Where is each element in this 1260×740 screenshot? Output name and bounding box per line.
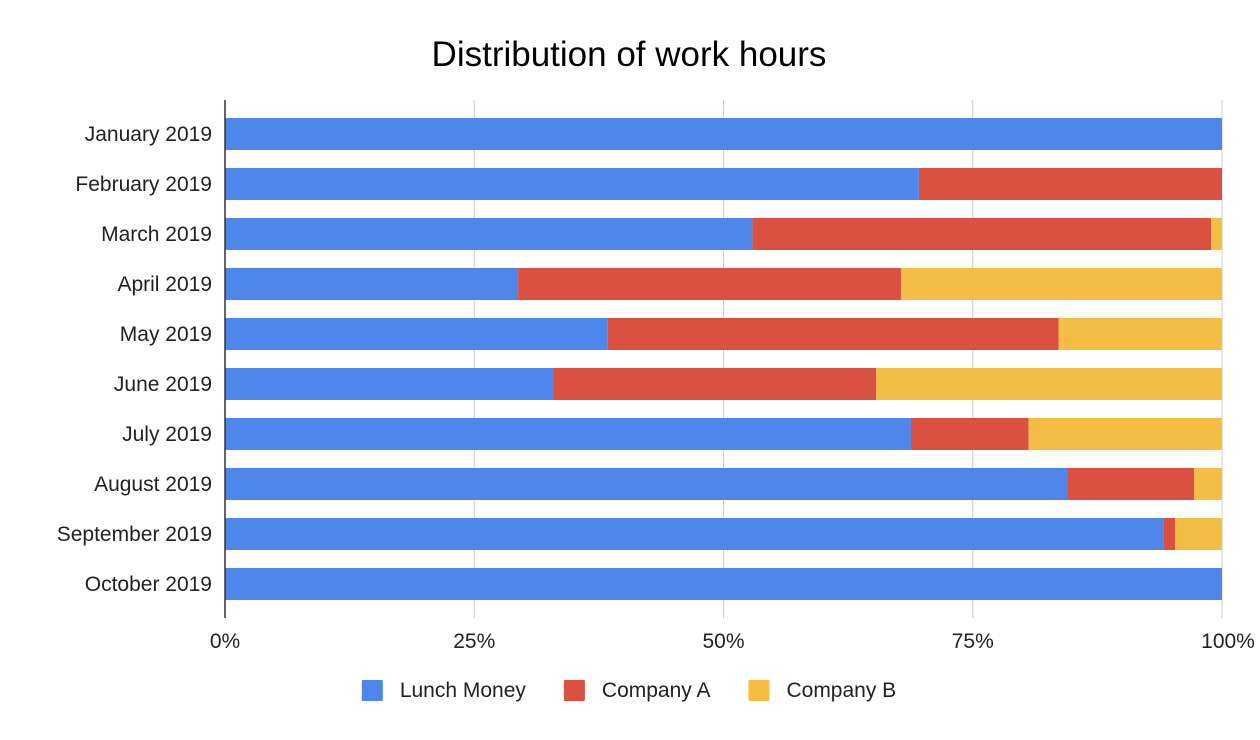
category-labels: January 2019 February 2019 March 2019 April…: [57, 123, 212, 596]
bar-segment: [1194, 468, 1222, 500]
legend-label: Company B: [786, 679, 896, 702]
bar-segment: [752, 218, 1212, 250]
bar-segment: [225, 318, 608, 350]
bar-segment: [225, 118, 1222, 150]
category-label: October 2019: [85, 573, 212, 596]
bar-segment: [553, 368, 877, 400]
x-tick-label: 50%: [702, 630, 744, 653]
bar-segment: [1058, 318, 1222, 350]
chart-title: Distribution of work hours: [432, 35, 827, 74]
bar-segment: [876, 368, 1222, 400]
bar-segment: [225, 568, 1222, 600]
bar-segment: [918, 168, 1222, 200]
bar-segment: [225, 518, 1164, 550]
legend-label: Company A: [602, 679, 711, 702]
category-label: May 2019: [120, 323, 212, 346]
bar-segment: [607, 318, 1059, 350]
legend-swatch: [361, 680, 383, 701]
category-label: January 2019: [85, 123, 212, 146]
bar-segment: [1028, 418, 1222, 450]
bar-segment: [225, 168, 919, 200]
bar-segment: [1175, 518, 1222, 550]
category-label: April 2019: [117, 273, 212, 296]
bar-segment: [1163, 518, 1176, 550]
bar-segment: [225, 268, 519, 300]
bar-segment: [1211, 218, 1222, 250]
x-tick-label: 75%: [952, 630, 994, 653]
category-label: February 2019: [75, 173, 212, 196]
legend-label: Lunch Money: [400, 679, 527, 702]
bar-segment: [225, 368, 554, 400]
legend-item: Company B: [748, 679, 896, 702]
bar-segment: [910, 418, 1029, 450]
category-label: August 2019: [94, 473, 212, 496]
category-label: September 2019: [57, 523, 212, 546]
bar-segment: [900, 268, 1222, 300]
bar-segment: [1067, 468, 1195, 500]
category-label: June 2019: [114, 373, 212, 396]
legend-swatch: [563, 680, 585, 701]
bar-segment: [225, 468, 1068, 500]
legend-swatch: [748, 680, 770, 701]
x-tick-label: 100%: [1201, 630, 1255, 653]
x-tick-label: 25%: [453, 630, 495, 653]
category-label: July 2019: [122, 423, 212, 446]
x-tick-label: 0%: [210, 630, 240, 653]
legend: Lunch Money Company A Company B: [361, 679, 896, 702]
legend-item: Lunch Money: [361, 679, 527, 702]
bar-segment: [225, 218, 753, 250]
bars: [225, 118, 1222, 600]
x-tick-labels: 0% 25% 50% 75% 100%: [210, 630, 1255, 653]
bar-segment: [518, 268, 901, 300]
category-label: March 2019: [101, 223, 212, 246]
bar-segment: [225, 418, 911, 450]
legend-item: Company A: [563, 679, 711, 702]
